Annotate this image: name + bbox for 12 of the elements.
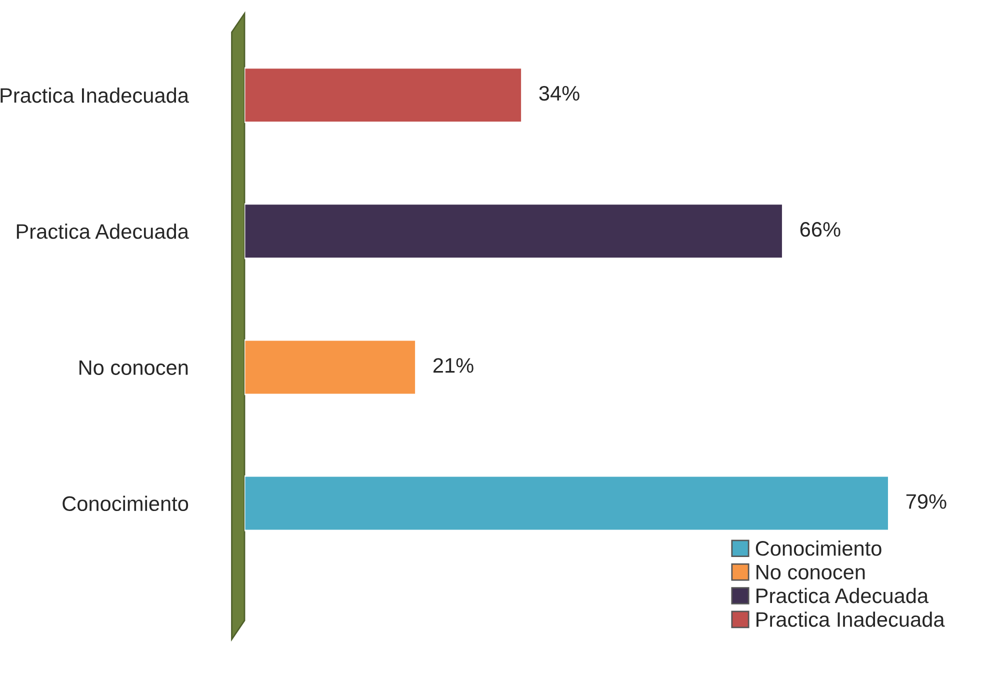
legend-label: No conocen	[756, 564, 865, 580]
data-label: 34%	[539, 86, 580, 101]
legend-label: Practica Adecuada	[756, 588, 929, 604]
data-label: 21%	[433, 358, 474, 373]
y-tick-label: Practica Adecuada	[16, 224, 189, 239]
legend-label: Conocimiento	[756, 540, 882, 556]
data-label: 66%	[800, 222, 840, 237]
data-label: 79%	[906, 494, 946, 509]
legend-label: Practica Inadecuada	[756, 612, 945, 627]
y-tick-label: No conocen	[79, 360, 188, 375]
y-tick-label: Practica Inadecuada	[0, 88, 189, 103]
y-tick-label: Conocimiento	[62, 496, 188, 512]
